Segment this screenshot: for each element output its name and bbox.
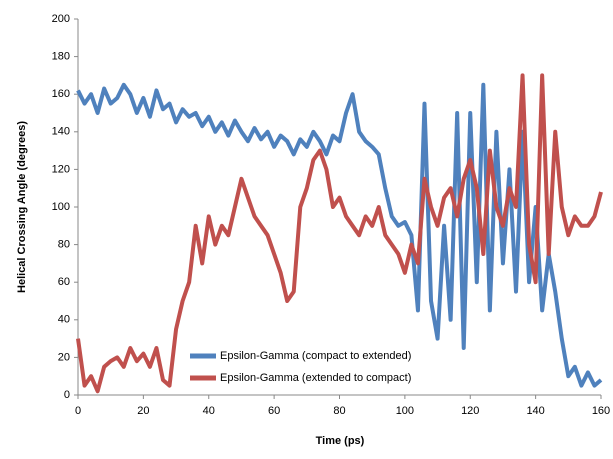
legend-label: Epsilon-Gamma (compact to extended) xyxy=(220,350,411,362)
y-tick-label: 20 xyxy=(58,351,70,363)
x-tick-label: 120 xyxy=(461,405,479,417)
y-tick-label: 120 xyxy=(52,163,70,175)
y-tick-label: 180 xyxy=(52,51,70,63)
legend-label: Epsilon-Gamma (extended to compact) xyxy=(220,372,411,384)
x-tick-label: 100 xyxy=(396,405,414,417)
y-tick-label: 80 xyxy=(58,239,70,251)
x-tick-label: 0 xyxy=(75,405,81,417)
y-tick-label: 200 xyxy=(52,13,70,25)
y-tick-label: 40 xyxy=(58,314,70,326)
x-tick-label: 80 xyxy=(333,405,345,417)
x-tick-label: 40 xyxy=(203,405,215,417)
series-line xyxy=(76,73,603,394)
y-tick-label: 160 xyxy=(52,88,70,100)
x-tick-label: 140 xyxy=(526,405,544,417)
y-tick-label: 140 xyxy=(52,126,70,138)
x-tick-label: 20 xyxy=(137,405,149,417)
x-axis-title: Time (ps) xyxy=(316,435,365,447)
y-tick-label: 0 xyxy=(64,389,70,401)
x-tick-label: 160 xyxy=(592,405,610,417)
series-line xyxy=(76,82,603,388)
x-tick-label: 60 xyxy=(268,405,280,417)
y-axis-title: Helical Crossing Angle (degrees) xyxy=(16,121,28,293)
y-tick-label: 100 xyxy=(52,201,70,213)
y-tick-label: 60 xyxy=(58,276,70,288)
